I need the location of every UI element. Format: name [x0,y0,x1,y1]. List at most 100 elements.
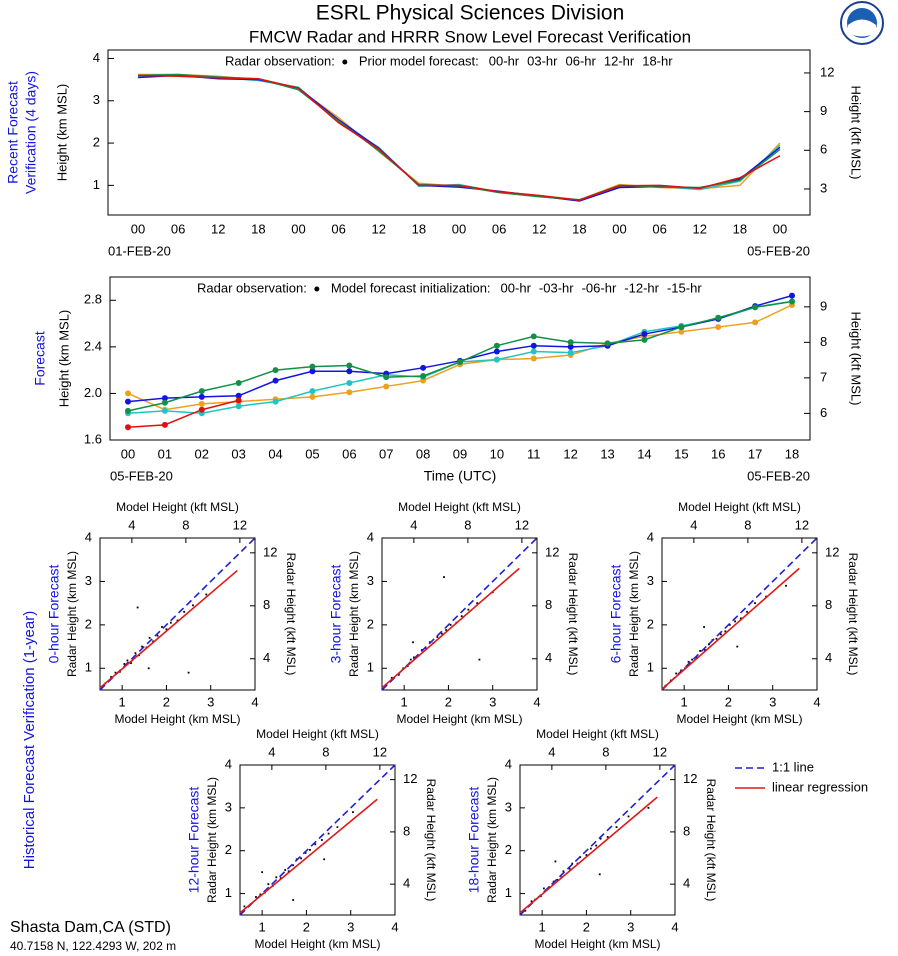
data-point [589,847,592,850]
y2-axis-title: Radar Height (kft MSL) [284,553,298,676]
data-point [327,832,330,835]
y-axis-title: Height (km MSL) [56,310,71,408]
data-point [598,873,601,876]
x-tick-label: 12 [532,221,546,236]
data-point [647,806,650,809]
x-tick-label: 13 [600,446,614,461]
side-label: Verification (4 days) [23,71,39,194]
y2-axis-title: Radar Height (kft MSL) [424,779,438,902]
page-subtitle: FMCW Radar and HRRR Snow Level Forecast … [249,27,691,46]
y-tick-label: 2 [367,616,374,631]
series-marker [198,406,205,413]
y-tick-label: 3 [85,573,92,588]
data-point [445,629,448,631]
series-marker [309,368,316,375]
y-tick-label: 4 [85,529,92,544]
data-point [148,636,151,639]
legend-entry: 18-hr [642,53,673,68]
data-point [554,860,557,863]
plot-frame [107,49,811,216]
series-line [127,300,793,412]
series-marker [715,314,722,321]
one-to-one-line [239,764,396,916]
series-marker [272,398,279,405]
x-tick-label: 00 [121,446,135,461]
x2-tick-label: 12 [233,517,247,532]
y-tick-label: 3 [647,573,654,588]
series-marker [235,392,242,399]
series-marker [235,397,242,404]
data-point [321,839,323,841]
x-tick-label: 09 [453,446,467,461]
series-marker [641,331,648,338]
data-point [739,617,742,620]
data-point [443,576,445,578]
data-point [114,671,117,674]
x2-tick-label: 8 [744,517,751,532]
x-tick-label: 07 [379,446,393,461]
series-marker [530,355,537,362]
x-tick-label: 12 [693,221,707,236]
data-point [785,584,787,587]
x-tick-label: 1 [119,694,126,709]
page-title: ESRL Physical Sciences Division [316,2,625,25]
data-point [543,887,545,890]
series-line [137,73,781,201]
series-marker [161,399,168,406]
data-point [169,621,172,624]
data-point [724,630,727,633]
y-axis-title: Radar Height (km MSL) [65,551,79,677]
series-marker [272,367,279,374]
legend-entry: 12-hr [604,53,635,68]
x-tick-label: 3 [627,919,634,934]
data-point [530,900,533,903]
series-marker [309,388,316,395]
series-marker [125,407,131,414]
x-tick-label: 04 [268,446,282,461]
data-point [599,837,602,840]
series-marker [641,336,648,343]
legend-entry: 00-hr [489,53,520,68]
data-point [309,848,311,851]
date-label: 05-FEB-20 [747,243,810,258]
data-point [123,663,126,665]
y-tick-label: 3 [93,92,100,107]
data-point [412,641,414,644]
x-tick-label: 12 [563,446,577,461]
x-axis-title: Model Height (km MSL) [396,712,522,726]
y2-tick-label: 12 [820,64,834,79]
y-tick-label: 2 [647,616,654,631]
plot-frame [519,764,676,916]
plot-frame [99,537,256,691]
legend-entry: 06-hr [566,53,597,68]
series-marker [420,364,427,371]
series-marker [752,319,759,326]
y2-tick-label: 8 [263,597,270,612]
x2-axis-title: Model Height (kft MSL) [116,500,239,514]
x-tick-label: 3 [347,919,354,934]
data-point [183,610,186,613]
series-marker [272,377,279,384]
regression-line [381,567,520,689]
y-tick-label: 2 [93,135,100,150]
data-point [314,843,317,846]
series-marker [678,328,685,335]
series-marker [346,362,353,369]
series-marker [383,374,390,381]
date-label: 05-FEB-20 [110,468,173,483]
legend-entry: 00-hr [501,280,532,295]
x-tick-label: 08 [416,446,430,461]
data-point [141,645,143,648]
x-tick-label: 06 [652,221,666,236]
x-tick-label: 18 [412,221,426,236]
scatter-title: 6-hour Forecast [608,564,624,663]
x-tick-label: 4 [813,694,820,709]
x-tick-label: 2 [303,919,310,934]
x2-tick-label: 8 [182,517,189,532]
data-point [287,870,290,873]
x-tick-label: 4 [671,919,678,934]
series-marker [715,324,722,331]
x-tick-label: 06 [492,221,506,236]
x2-tick-label: 4 [690,517,697,532]
